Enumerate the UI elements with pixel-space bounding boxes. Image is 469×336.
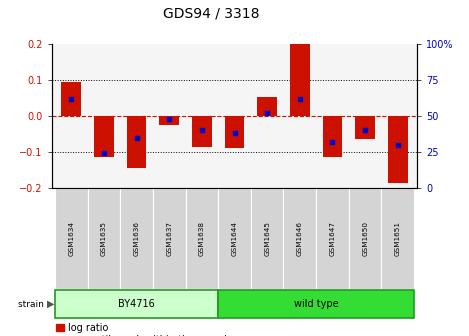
Bar xyxy=(218,290,414,318)
Text: BY4716: BY4716 xyxy=(118,299,155,309)
Text: GSM1650: GSM1650 xyxy=(362,221,368,256)
Text: GDS94 / 3318: GDS94 / 3318 xyxy=(163,6,259,20)
Bar xyxy=(159,116,179,125)
Text: ▶: ▶ xyxy=(47,299,54,309)
Text: GSM1635: GSM1635 xyxy=(101,221,107,256)
Bar xyxy=(61,82,81,116)
Text: GSM1634: GSM1634 xyxy=(68,221,74,256)
Bar xyxy=(94,116,113,157)
Bar xyxy=(186,188,218,289)
Bar xyxy=(251,188,283,289)
Text: GSM1637: GSM1637 xyxy=(166,221,172,256)
Text: strain: strain xyxy=(18,300,47,308)
Text: GSM1644: GSM1644 xyxy=(232,221,237,256)
Bar xyxy=(349,188,381,289)
Bar xyxy=(88,188,120,289)
Text: GSM1636: GSM1636 xyxy=(134,221,139,256)
Text: GSM1647: GSM1647 xyxy=(330,221,335,256)
Text: GSM1638: GSM1638 xyxy=(199,221,205,256)
Bar xyxy=(127,116,146,168)
Bar xyxy=(356,116,375,139)
Bar xyxy=(153,188,186,289)
Text: GSM1651: GSM1651 xyxy=(395,221,401,256)
Bar xyxy=(218,188,251,289)
Legend: log ratio, percentile rank within the sample: log ratio, percentile rank within the sa… xyxy=(56,323,233,336)
Bar xyxy=(120,188,153,289)
Bar xyxy=(55,188,88,289)
Bar xyxy=(257,97,277,116)
Text: wild type: wild type xyxy=(294,299,339,309)
Bar xyxy=(381,188,414,289)
Bar xyxy=(290,44,310,116)
Bar xyxy=(283,188,316,289)
Bar xyxy=(316,188,349,289)
Text: GSM1645: GSM1645 xyxy=(264,221,270,256)
Text: GSM1646: GSM1646 xyxy=(297,221,303,256)
Bar xyxy=(225,116,244,148)
Bar xyxy=(55,290,218,318)
Bar xyxy=(192,116,212,146)
Bar xyxy=(388,116,408,183)
Bar xyxy=(323,116,342,158)
